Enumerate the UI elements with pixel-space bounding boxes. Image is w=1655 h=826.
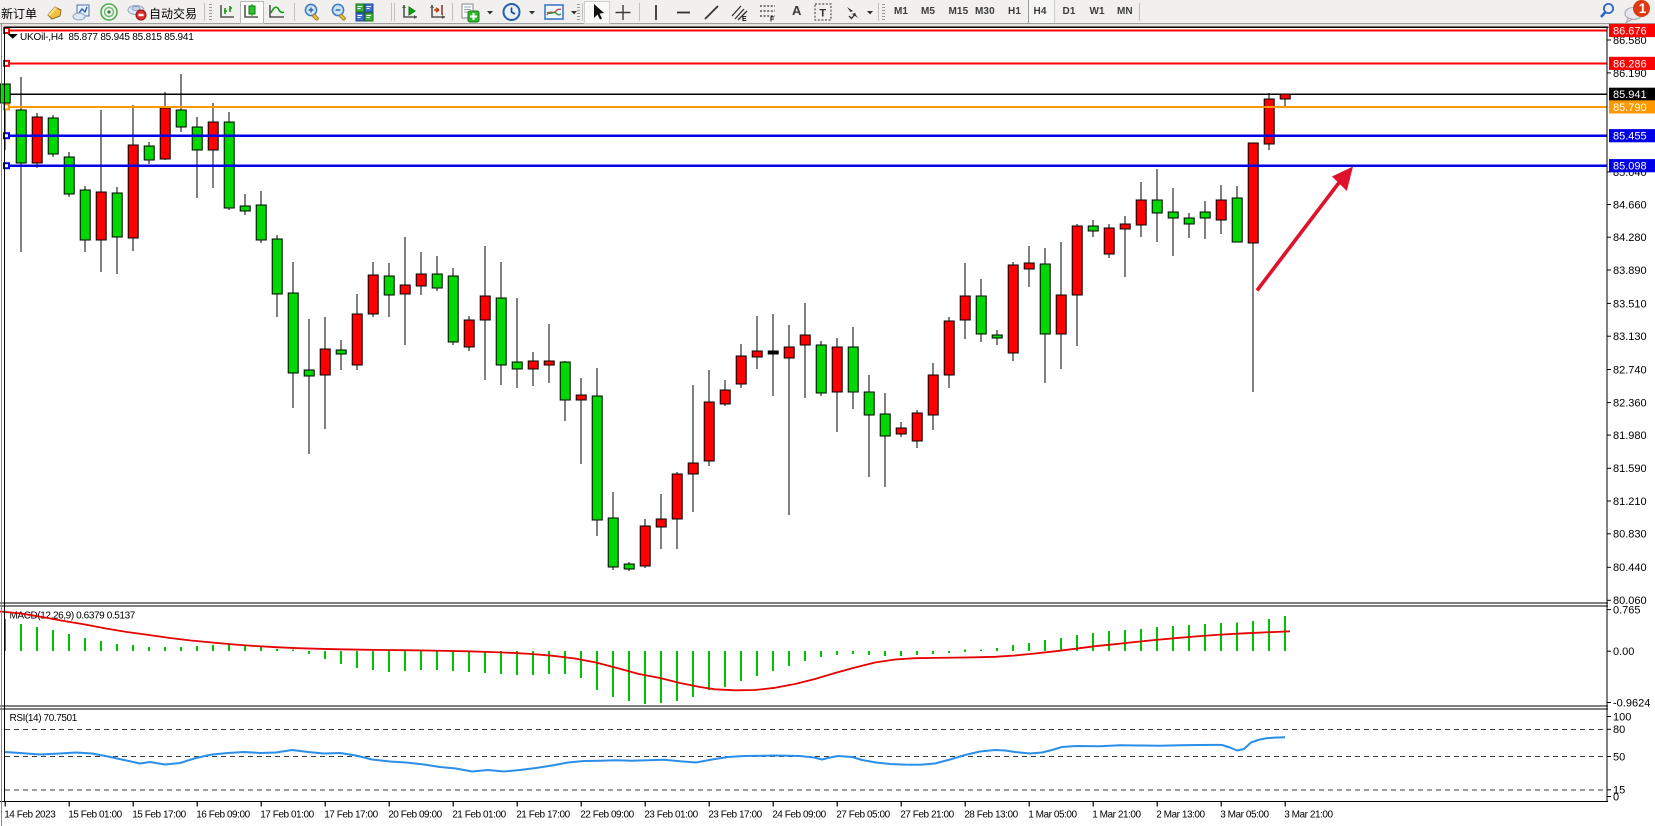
svg-text:17 Feb 01:00: 17 Feb 01:00 [260, 810, 314, 821]
svg-text:86.580: 86.580 [1613, 35, 1647, 47]
svg-text:MACD(12,26,9) 0.6379 0.5137: MACD(12,26,9) 0.6379 0.5137 [10, 611, 136, 622]
svg-text:0.765: 0.765 [1613, 605, 1641, 617]
svg-text:3 Mar 05:00: 3 Mar 05:00 [1220, 810, 1269, 821]
svg-text:1: 1 [1639, 1, 1647, 16]
svg-text:85.455: 85.455 [1613, 131, 1647, 143]
svg-text:24 Feb 09:00: 24 Feb 09:00 [772, 810, 826, 821]
svg-text:84.660: 84.660 [1613, 199, 1647, 211]
svg-text:0: 0 [1613, 791, 1619, 803]
svg-text:81.210: 81.210 [1613, 496, 1647, 508]
svg-text:85.098: 85.098 [1613, 161, 1647, 173]
svg-text:81.590: 81.590 [1613, 463, 1647, 475]
svg-text:2 Mar 13:00: 2 Mar 13:00 [1156, 810, 1205, 821]
svg-text:23 Feb 17:00: 23 Feb 17:00 [708, 810, 762, 821]
svg-text:21 Feb 17:00: 21 Feb 17:00 [516, 810, 570, 821]
svg-text:86.286: 86.286 [1613, 58, 1647, 70]
svg-text:UKOil-,H4 85.877 85.945 85.81: UKOil-,H4 85.877 85.945 85.815 85.941 [20, 32, 194, 43]
svg-text:86.676: 86.676 [1613, 25, 1647, 37]
svg-text:85.941: 85.941 [1613, 89, 1647, 101]
svg-text:3 Mar 21:00: 3 Mar 21:00 [1284, 810, 1333, 821]
svg-text:82.740: 82.740 [1613, 364, 1647, 376]
svg-text:E: E [742, 16, 747, 22]
svg-text:80: 80 [1613, 724, 1625, 736]
svg-text:27 Feb 05:00: 27 Feb 05:00 [836, 810, 890, 821]
svg-text:21 Feb 01:00: 21 Feb 01:00 [452, 810, 506, 821]
svg-text:86.190: 86.190 [1613, 68, 1647, 80]
svg-text:T: T [819, 8, 826, 20]
svg-text:23 Feb 01:00: 23 Feb 01:00 [644, 810, 698, 821]
svg-text:17 Feb 17:00: 17 Feb 17:00 [324, 810, 378, 821]
svg-text:27 Feb 21:00: 27 Feb 21:00 [900, 810, 954, 821]
svg-text:80.830: 80.830 [1613, 529, 1647, 541]
svg-text:84.280: 84.280 [1613, 232, 1647, 244]
svg-text:85.790: 85.790 [1613, 102, 1647, 114]
svg-text:15 Feb 17:00: 15 Feb 17:00 [132, 810, 186, 821]
svg-text:15 Feb 01:00: 15 Feb 01:00 [68, 810, 122, 821]
svg-text:50: 50 [1613, 751, 1625, 763]
svg-text:1 Mar 05:00: 1 Mar 05:00 [1028, 810, 1077, 821]
svg-text:83.890: 83.890 [1613, 265, 1647, 277]
svg-text:82.360: 82.360 [1613, 398, 1647, 410]
svg-text:83.510: 83.510 [1613, 298, 1647, 310]
svg-text:F: F [770, 17, 775, 23]
svg-text:80.060: 80.060 [1613, 595, 1647, 607]
svg-text:28 Feb 13:00: 28 Feb 13:00 [964, 810, 1018, 821]
svg-text:83.130: 83.130 [1613, 331, 1647, 343]
svg-text:0.00: 0.00 [1613, 646, 1634, 658]
svg-text:15: 15 [1613, 785, 1625, 797]
svg-text:80.440: 80.440 [1613, 562, 1647, 574]
svg-text:-0.9624: -0.9624 [1613, 697, 1650, 709]
svg-text:14 Feb 2023: 14 Feb 2023 [4, 810, 56, 821]
svg-text:RSI(14) 70.7501: RSI(14) 70.7501 [10, 713, 78, 724]
svg-text:22 Feb 09:00: 22 Feb 09:00 [580, 810, 634, 821]
svg-text:16 Feb 09:00: 16 Feb 09:00 [196, 810, 250, 821]
svg-text:20 Feb 09:00: 20 Feb 09:00 [388, 810, 442, 821]
svg-text:100: 100 [1613, 711, 1631, 723]
svg-text:81.980: 81.980 [1613, 430, 1647, 442]
svg-text:1 Mar 21:00: 1 Mar 21:00 [1092, 810, 1141, 821]
